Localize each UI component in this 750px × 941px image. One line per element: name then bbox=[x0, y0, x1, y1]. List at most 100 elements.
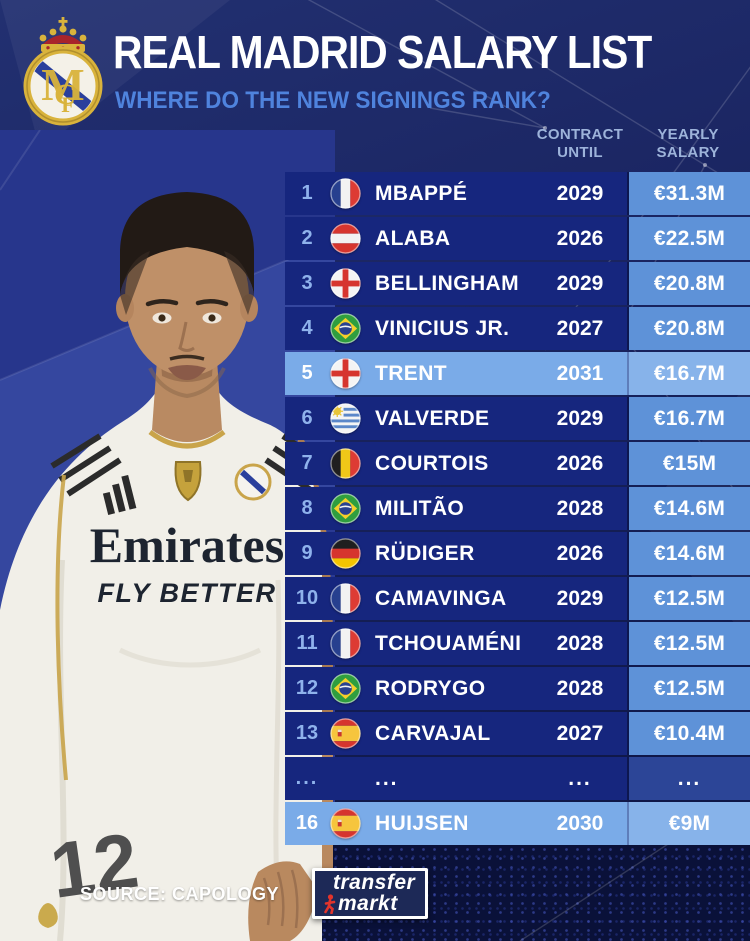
salary-cell: €20.8M bbox=[627, 262, 750, 305]
country-flag-icon bbox=[330, 448, 361, 479]
salary-cell: €20.8M bbox=[627, 307, 750, 350]
player-name: ... bbox=[375, 767, 399, 790]
contract-until-value: 2026 bbox=[556, 227, 604, 250]
jersey-sponsor-text: Emirates bbox=[90, 517, 284, 573]
salary-value: €15M bbox=[662, 452, 717, 475]
table-row: ... ... ... ... bbox=[285, 757, 750, 800]
table-row: 2 ALABA 2026 €22.5M bbox=[285, 217, 750, 260]
salary-value: €12.5M bbox=[653, 587, 726, 610]
page-title: REAL MADRID SALARY LIST bbox=[113, 26, 652, 78]
contract-until-value: 2029 bbox=[556, 407, 604, 430]
rank-label: 1 bbox=[301, 182, 313, 204]
salary-value: €31.3M bbox=[653, 182, 726, 205]
contract-until-value: 2027 bbox=[556, 317, 604, 340]
logo-line-1: transfer bbox=[333, 871, 416, 894]
player-name: BELLINGHAM bbox=[375, 272, 519, 295]
country-flag-icon bbox=[330, 223, 361, 254]
country-flag-icon bbox=[330, 358, 361, 389]
svg-text:C: C bbox=[54, 78, 76, 111]
table-row: 1 MBAPPÉ 2029 €31.3M bbox=[285, 172, 750, 215]
country-flag-icon bbox=[330, 178, 361, 209]
table-row: 9 RÜDIGER 2026 €14.6M bbox=[285, 532, 750, 575]
table-row: 3 BELLINGHAM 2029 €20.8M bbox=[285, 262, 750, 305]
salary-value: €20.8M bbox=[653, 272, 726, 295]
shorts-number: 12 bbox=[45, 816, 143, 915]
country-flag-icon bbox=[330, 583, 361, 614]
player-photo-illustration: Emirates FLY BETTER 12 bbox=[0, 130, 335, 941]
contract-until-value: 2028 bbox=[556, 497, 604, 520]
column-header-salary: YEARLY SALARY bbox=[656, 126, 720, 161]
table-row: 16 HUIJSEN 2030 €9M bbox=[285, 802, 750, 845]
country-flag-icon bbox=[330, 313, 361, 344]
player-name: VALVERDE bbox=[375, 407, 490, 430]
country-flag-icon bbox=[330, 628, 361, 659]
real-madrid-crest: M C F bbox=[23, 17, 103, 126]
contract-until-value: 2029 bbox=[556, 587, 604, 610]
rank-label: 12 bbox=[295, 677, 319, 699]
rank-label: 7 bbox=[301, 452, 313, 474]
player-name: CAMAVINGA bbox=[375, 587, 507, 610]
player-name: COURTOIS bbox=[375, 452, 489, 475]
column-header-contract: CONTRACT UNTIL bbox=[536, 126, 624, 161]
rank-label: 3 bbox=[301, 272, 313, 294]
salary-cell: €16.7M bbox=[627, 352, 750, 395]
rank-label: 16 bbox=[295, 812, 319, 834]
logo-line-2: markt bbox=[338, 892, 398, 915]
table-row: 11 TCHOUAMÉNI 2028 €12.5M bbox=[285, 622, 750, 665]
salary-value: €16.7M bbox=[653, 407, 726, 430]
country-flag-icon bbox=[330, 808, 361, 839]
table-row: 12 RODRYGO 2028 €12.5M bbox=[285, 667, 750, 710]
player-name: HUIJSEN bbox=[375, 812, 469, 835]
salary-value: €14.6M bbox=[653, 497, 726, 520]
contract-until-value: 2030 bbox=[556, 812, 604, 835]
contract-until-value: 2028 bbox=[556, 677, 604, 700]
salary-value: €14.6M bbox=[653, 542, 726, 565]
player-name: RODRYGO bbox=[375, 677, 486, 700]
salary-value: €12.5M bbox=[653, 632, 726, 655]
salary-value: €20.8M bbox=[653, 317, 726, 340]
source-credit: SOURCE: CAPOLOGY bbox=[80, 884, 280, 904]
salary-cell: €12.5M bbox=[627, 622, 750, 665]
svg-text:M: M bbox=[41, 59, 84, 110]
salary-cell: ... bbox=[627, 757, 750, 800]
rank-label: 6 bbox=[301, 407, 313, 429]
salary-cell: €14.6M bbox=[627, 532, 750, 575]
player-name: RÜDIGER bbox=[375, 542, 475, 565]
rank-label: 9 bbox=[301, 542, 313, 564]
rank-label: 10 bbox=[295, 587, 319, 609]
country-flag-icon bbox=[330, 493, 361, 524]
player-name: TRENT bbox=[375, 362, 447, 385]
salary-value: €16.7M bbox=[653, 362, 726, 385]
salary-cell: €22.5M bbox=[627, 217, 750, 260]
transfermarkt-logo: transfer markt bbox=[312, 868, 429, 919]
contract-until-value: 2026 bbox=[556, 542, 604, 565]
country-flag-icon bbox=[330, 718, 361, 749]
player-name: MILITÃO bbox=[375, 497, 465, 520]
table-row: 8 MILITÃO 2028 €14.6M bbox=[285, 487, 750, 530]
rank-label: 4 bbox=[301, 317, 313, 339]
country-flag-icon bbox=[330, 268, 361, 299]
rank-label: 13 bbox=[295, 722, 319, 744]
rank-label: 8 bbox=[301, 497, 313, 519]
jersey-sponsor-tagline: FLY BETTER bbox=[97, 578, 276, 608]
salary-cell: €10.4M bbox=[627, 712, 750, 755]
rank-label: 2 bbox=[301, 227, 313, 249]
table-row: 6 VALVERDE 2029 €16.7M bbox=[285, 397, 750, 440]
table-row: 5 TRENT 2031 €16.7M bbox=[285, 352, 750, 395]
salary-cell: €31.3M bbox=[627, 172, 750, 215]
contract-until-value: 2026 bbox=[556, 452, 604, 475]
salary-value: €9M bbox=[668, 812, 711, 835]
country-flag-icon bbox=[330, 403, 361, 434]
runner-icon bbox=[324, 893, 336, 914]
table-row: 4 VINICIUS JR. 2027 €20.8M bbox=[285, 307, 750, 350]
salary-value: ... bbox=[677, 767, 702, 790]
country-flag-icon bbox=[330, 673, 361, 704]
contract-until-value: 2029 bbox=[556, 182, 604, 205]
rank-label: ... bbox=[295, 767, 319, 789]
table-row: 10 CAMAVINGA 2029 €12.5M bbox=[285, 577, 750, 620]
player-name: CARVAJAL bbox=[375, 722, 491, 745]
salary-cell: €9M bbox=[627, 802, 750, 845]
table-row: 13 CARVAJAL 2027 €10.4M bbox=[285, 712, 750, 755]
salary-value: €22.5M bbox=[653, 227, 726, 250]
